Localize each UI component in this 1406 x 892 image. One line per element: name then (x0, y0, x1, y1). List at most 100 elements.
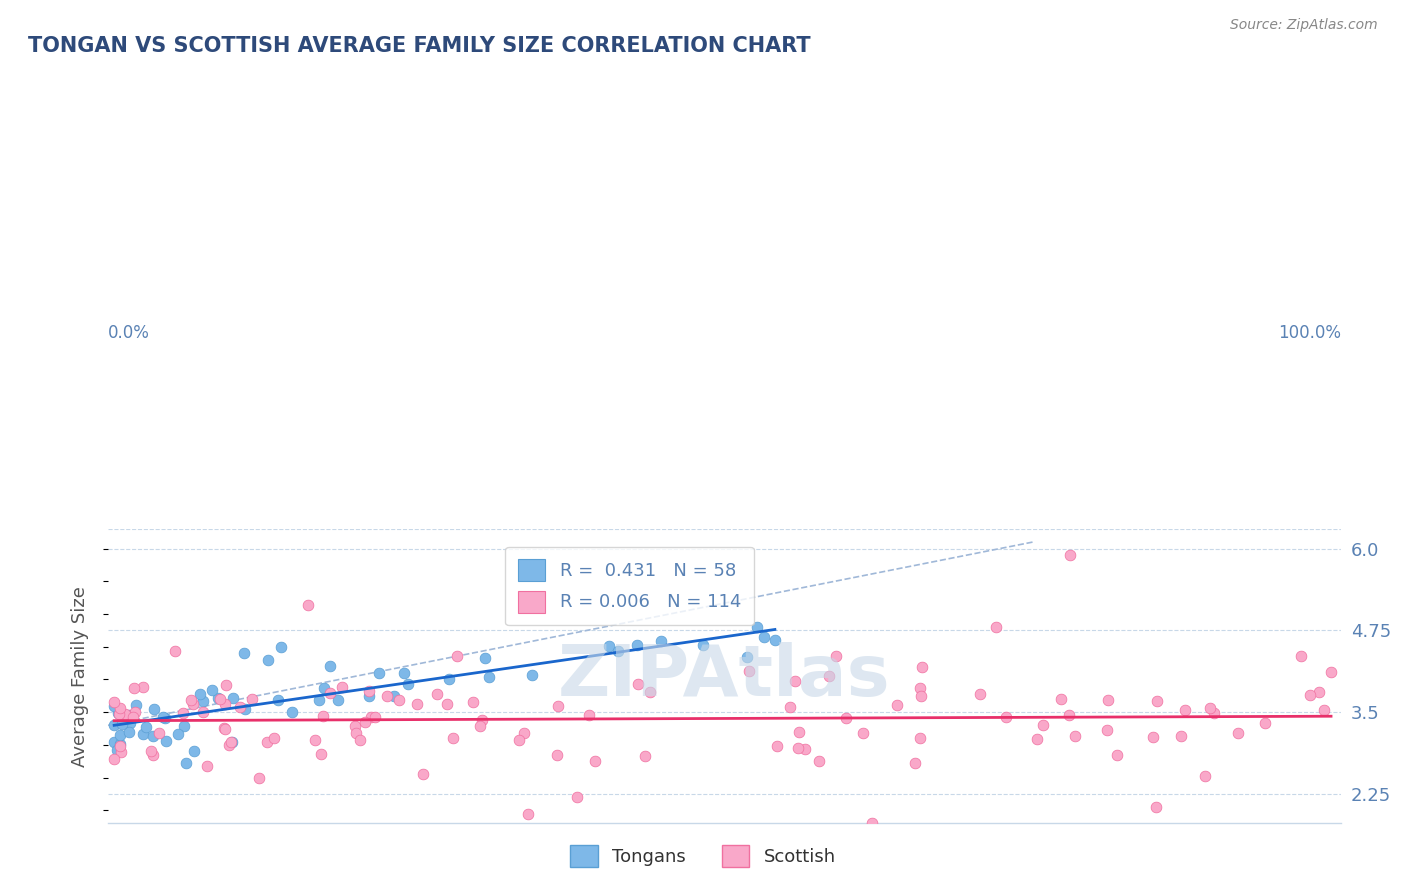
Point (155, 734, 177, 748)
Point (256, 734, 278, 748)
Point (163, 643, 186, 657)
Point (135, 720, 157, 734)
Point (132, 727, 155, 741)
Point (308, 693, 330, 707)
Point (1057, 708, 1080, 723)
Point (270, 640, 292, 654)
Point (1320, 665, 1343, 679)
Point (214, 678, 236, 692)
Point (368, 665, 391, 680)
Point (110, 746, 132, 760)
Point (1059, 548, 1081, 562)
Point (125, 698, 148, 713)
Point (191, 694, 214, 708)
Point (152, 710, 174, 724)
Y-axis label: Average Family Size: Average Family Size (72, 586, 89, 766)
Point (426, 687, 449, 701)
Point (516, 807, 538, 822)
Point (214, 722, 236, 736)
Point (201, 683, 224, 698)
Point (103, 695, 125, 709)
Point (209, 691, 232, 706)
Point (103, 698, 125, 713)
Point (118, 724, 141, 739)
Point (1313, 703, 1336, 717)
Point (546, 748, 568, 763)
Point (207, 690, 229, 705)
Point (1105, 748, 1128, 763)
Point (1032, 718, 1054, 732)
Point (172, 706, 194, 721)
Point (111, 707, 134, 722)
Text: 100.0%: 100.0% (1278, 324, 1341, 342)
Point (752, 630, 775, 644)
Point (221, 734, 243, 748)
Point (650, 634, 672, 648)
Point (626, 638, 648, 652)
Point (886, 698, 908, 712)
Point (122, 681, 145, 695)
Point (471, 714, 494, 728)
Point (783, 674, 806, 689)
Point (357, 683, 380, 698)
Point (312, 709, 335, 723)
Point (107, 707, 129, 722)
Point (377, 690, 399, 704)
Point (1227, 726, 1250, 740)
Point (463, 695, 485, 709)
Point (474, 650, 496, 665)
Point (360, 710, 382, 724)
Point (105, 743, 128, 757)
Point (132, 680, 155, 694)
Point (547, 698, 569, 713)
Point (330, 680, 353, 694)
Point (1050, 692, 1073, 706)
Point (437, 672, 460, 686)
Point (1298, 688, 1320, 702)
Point (153, 711, 176, 725)
Point (118, 708, 141, 723)
Point (911, 659, 934, 673)
Point (578, 707, 600, 722)
Point (319, 659, 342, 673)
Point (110, 737, 132, 751)
Point (406, 697, 429, 711)
Point (319, 686, 342, 700)
Point (1254, 716, 1277, 731)
Point (328, 693, 350, 707)
Point (862, 816, 884, 830)
Point (311, 747, 333, 761)
Point (1170, 730, 1192, 744)
Point (969, 687, 991, 701)
Point (627, 677, 650, 691)
Point (229, 700, 252, 714)
Point (818, 669, 841, 683)
Point (692, 638, 714, 652)
Point (904, 756, 927, 771)
Point (188, 686, 211, 700)
Point (174, 756, 197, 770)
Point (349, 733, 371, 747)
Point (214, 697, 236, 711)
Point (396, 677, 419, 691)
Point (297, 599, 319, 613)
Point (364, 710, 387, 724)
Point (910, 689, 932, 703)
Point (735, 650, 758, 665)
Text: Source: ZipAtlas.com: Source: ZipAtlas.com (1230, 18, 1378, 32)
Point (232, 646, 254, 660)
Point (737, 664, 759, 678)
Point (181, 697, 204, 711)
Point (1108, 833, 1130, 847)
Point (263, 731, 285, 745)
Point (1144, 800, 1167, 814)
Point (312, 681, 335, 696)
Point (565, 790, 588, 805)
Point (103, 718, 125, 732)
Point (103, 735, 125, 749)
Point (1095, 723, 1118, 737)
Point (1097, 693, 1119, 707)
Point (173, 719, 195, 733)
Point (304, 732, 326, 747)
Point (142, 702, 165, 716)
